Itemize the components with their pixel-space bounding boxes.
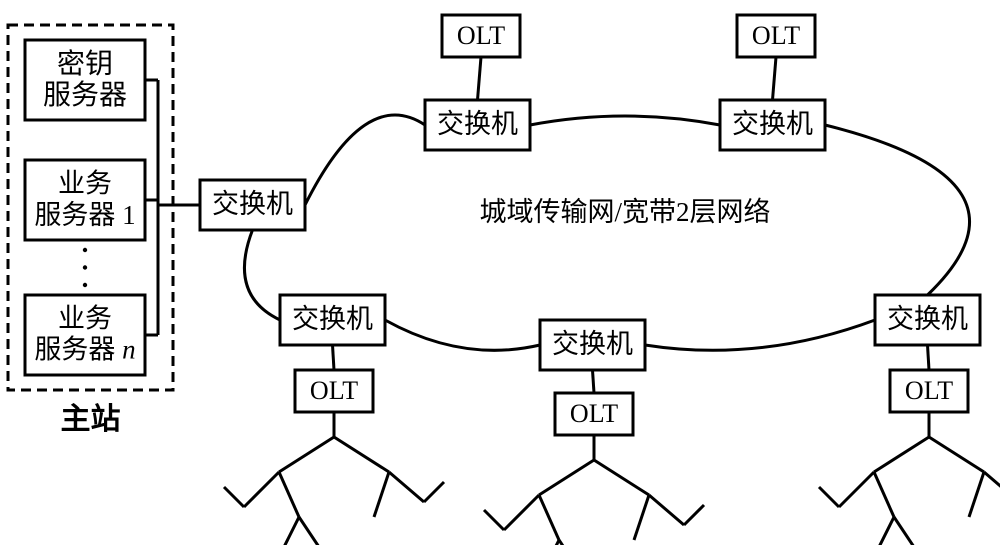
olt-top-1-label: OLT [457,21,505,50]
sw-left-label: 交换机 [212,189,293,219]
tree [484,435,704,545]
ring-sw-top-2-sw-bot-3 [825,125,970,295]
sw-bot-3-label: 交换机 [887,304,968,334]
ring-sw-bot-3-sw-bot-2 [645,320,875,350]
olt-bot-1-label: OLT [310,376,358,405]
sw-bot-2-label: 交换机 [552,329,633,359]
center-label: 城域传输网/宽带2层网络 [479,197,770,227]
vdots [83,265,87,269]
ring-sw-left-sw-top-1 [305,115,425,205]
master-station-label: 主站 [61,403,121,436]
ring-sw-bot-1-sw-left [244,230,280,320]
vdots [83,248,87,252]
sw-top-2-label: 交换机 [732,109,813,139]
olt-top-2-label: OLT [752,21,800,50]
edge-olt-top-1-sw-top-1 [478,57,482,100]
edge-olt-top-2-sw-top-2 [773,57,777,100]
biz-server-n-line1: 业务 [58,304,112,334]
ring-sw-top-1-sw-top-2 [530,116,720,125]
olt-bot-3-label: OLT [905,376,953,405]
biz-server-1-line1: 业务 [58,169,112,199]
tree [819,412,1000,545]
sw-top-1-label: 交换机 [437,109,518,139]
edge-sw-bot-1-olt-bot-1 [333,345,335,370]
sw-bot-1-label: 交换机 [292,304,373,334]
edge-sw-bot-3-olt-bot-3 [928,345,930,370]
tree [224,412,444,545]
edge-sw-bot-2-olt-bot-2 [593,370,595,393]
biz-server-n-line2: 服务器 n [34,335,135,365]
key-server-line2: 服务器 [43,79,127,111]
vdots [83,283,87,287]
olt-bot-2-label: OLT [570,399,618,428]
biz-server-1-line2: 服务器 1 [34,200,135,230]
key-server-line1: 密钥 [57,48,113,80]
ring-sw-bot-2-sw-bot-1 [385,320,540,350]
